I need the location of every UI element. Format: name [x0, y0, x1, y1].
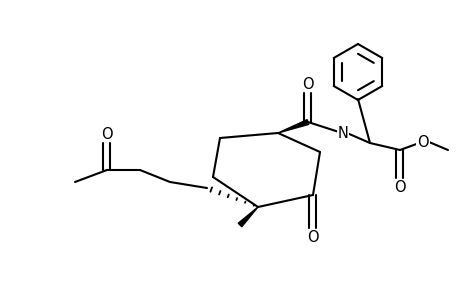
Text: O: O	[101, 127, 112, 142]
Text: O: O	[302, 76, 313, 92]
Polygon shape	[238, 207, 257, 227]
Polygon shape	[277, 120, 308, 133]
Text: N: N	[337, 125, 347, 140]
Text: O: O	[307, 230, 318, 244]
Text: O: O	[393, 179, 405, 194]
Text: O: O	[416, 134, 428, 149]
